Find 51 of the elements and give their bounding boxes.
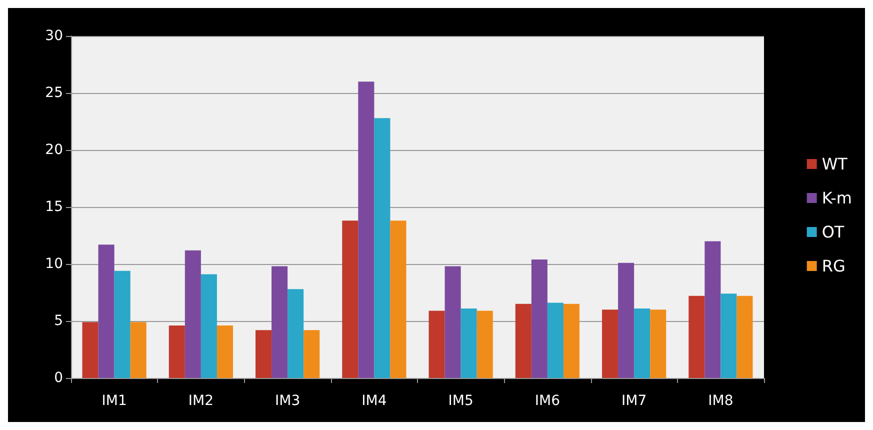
- y-tick-label: 5: [54, 313, 63, 329]
- bar: [304, 330, 320, 378]
- bar: [374, 118, 390, 378]
- y-tick-label: 20: [45, 142, 63, 158]
- bar: [200, 274, 217, 378]
- bar: [634, 308, 650, 378]
- x-tick-label: IM3: [275, 393, 300, 409]
- bar: [618, 262, 634, 378]
- legend-label: OT: [822, 222, 844, 242]
- x-tick-label: IM6: [534, 393, 560, 409]
- bar: [216, 326, 233, 378]
- legend-label: RG: [822, 256, 846, 276]
- bar: [390, 220, 406, 378]
- x-tick-label: IM2: [188, 393, 214, 409]
- bar: [256, 330, 272, 378]
- bar: [130, 322, 146, 378]
- bar: [82, 322, 98, 378]
- bar: [720, 294, 737, 378]
- bar: [98, 244, 114, 378]
- bar: [114, 270, 130, 378]
- bar: [184, 250, 201, 378]
- y-tick-label: 15: [45, 199, 63, 215]
- bar: [704, 241, 721, 378]
- bar: [563, 304, 580, 378]
- bar: [288, 289, 304, 378]
- bar: [444, 266, 461, 378]
- bar: [531, 259, 548, 378]
- bar: [688, 296, 705, 378]
- bar: [428, 310, 445, 378]
- x-tick-label: IM1: [102, 393, 127, 409]
- bar: [476, 310, 493, 378]
- x-tick-label: IM8: [708, 393, 734, 409]
- bar: [736, 296, 753, 378]
- legend-label: WT: [822, 154, 848, 174]
- bar: [168, 326, 185, 378]
- bar: [602, 310, 618, 378]
- x-tick-label: IM5: [448, 393, 474, 409]
- y-tick-label: 10: [45, 256, 63, 272]
- x-tick-label: IM7: [622, 393, 647, 409]
- bar: [342, 220, 358, 378]
- bar: [358, 82, 374, 378]
- legend-label: K-m: [822, 188, 852, 208]
- bar: [460, 308, 477, 378]
- y-tick-label: 25: [45, 85, 63, 101]
- bar: [650, 310, 666, 378]
- bar: [272, 266, 288, 378]
- bar: [515, 304, 532, 378]
- y-tick-label: 0: [54, 370, 63, 386]
- bar: [547, 302, 564, 378]
- x-tick-label: IM4: [362, 393, 387, 409]
- y-tick-label: 30: [45, 28, 63, 44]
